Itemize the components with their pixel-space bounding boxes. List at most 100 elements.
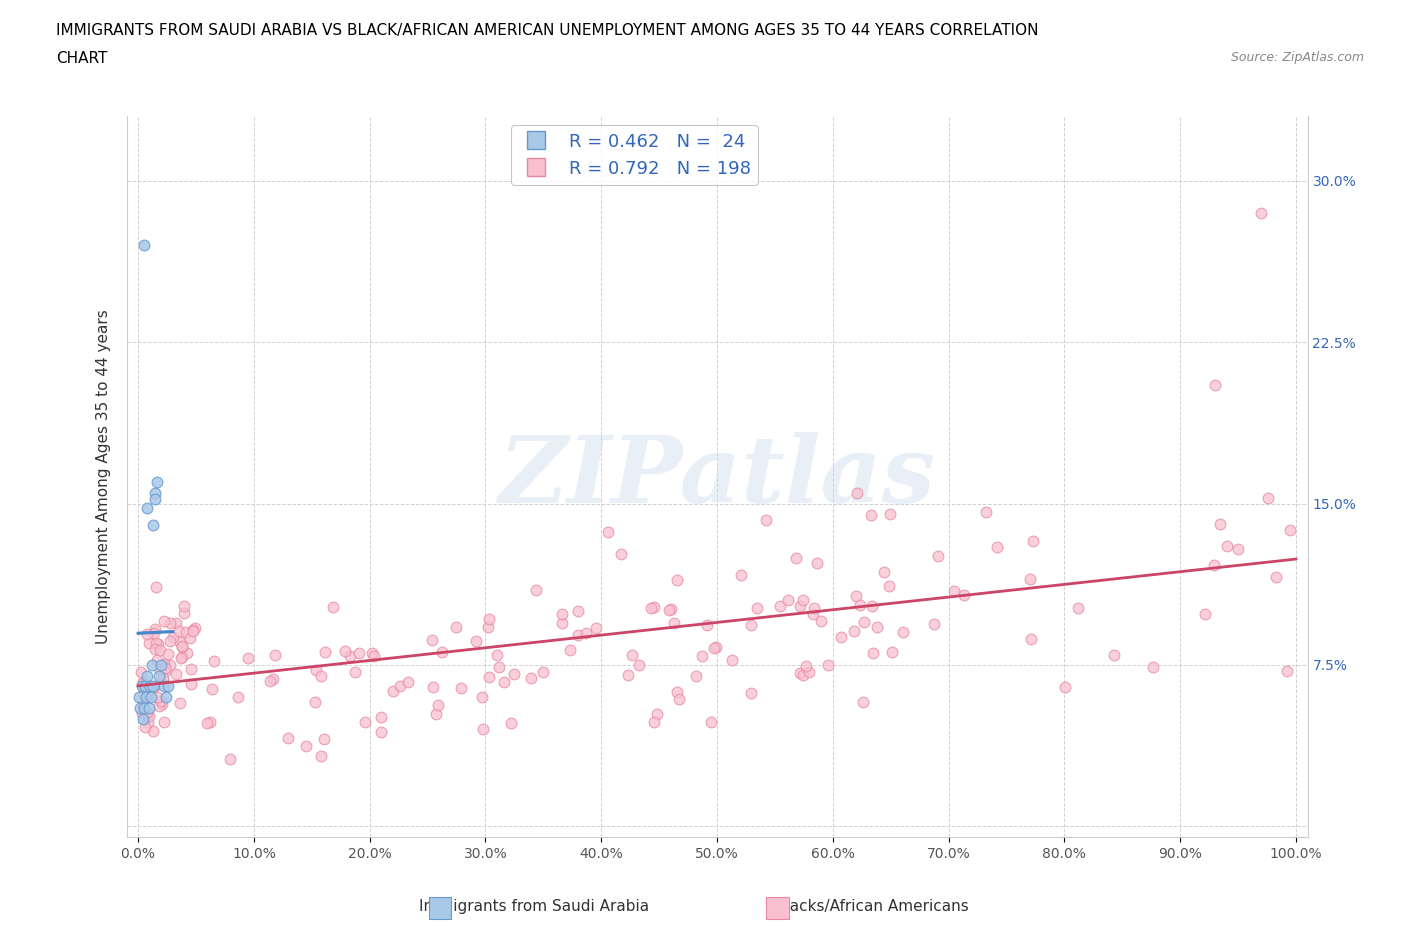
- Point: [471, 689, 494, 704]
- Point: [360, 645, 382, 660]
- Point: [382, 684, 405, 698]
- Point: [305, 663, 328, 678]
- Point: [138, 636, 160, 651]
- Point: [1278, 523, 1301, 538]
- Point: [226, 690, 249, 705]
- Point: [134, 720, 156, 735]
- Point: [145, 485, 167, 500]
- Point: [844, 589, 866, 604]
- Point: [598, 525, 620, 539]
- Point: [136, 715, 159, 730]
- Point: [1019, 571, 1042, 586]
- Point: [198, 714, 221, 729]
- Point: [159, 633, 181, 648]
- Point: [354, 714, 377, 729]
- Point: [567, 628, 589, 643]
- Point: [1102, 648, 1125, 663]
- Point: [794, 659, 817, 674]
- Point: [643, 714, 665, 729]
- Point: [218, 751, 240, 766]
- Point: [1204, 558, 1226, 573]
- Point: [927, 548, 949, 563]
- Point: [700, 714, 723, 729]
- Point: [643, 600, 665, 615]
- Point: [259, 673, 281, 688]
- Point: [526, 582, 548, 597]
- Point: [792, 592, 814, 607]
- Point: [173, 599, 195, 614]
- Y-axis label: Unemployment Among Ages 35 to 44 years: Unemployment Among Ages 35 to 44 years: [96, 310, 111, 644]
- Point: [347, 645, 370, 660]
- Point: [322, 599, 344, 614]
- Point: [873, 565, 896, 579]
- Point: [143, 625, 166, 640]
- Point: [138, 679, 160, 694]
- Point: [148, 699, 170, 714]
- Point: [304, 695, 326, 710]
- Point: [148, 668, 170, 683]
- Point: [730, 567, 752, 582]
- Point: [262, 671, 284, 686]
- Point: [585, 621, 607, 636]
- Point: [159, 658, 181, 672]
- Point: [425, 707, 447, 722]
- Point: [785, 551, 807, 565]
- Point: [627, 658, 650, 672]
- Point: [162, 630, 184, 644]
- Point: [849, 597, 872, 612]
- Point: [311, 669, 333, 684]
- Text: Immigrants from Saudi Arabia: Immigrants from Saudi Arabia: [419, 899, 650, 914]
- Point: [862, 645, 884, 660]
- Point: [165, 667, 187, 682]
- Point: [1216, 538, 1239, 553]
- Point: [755, 513, 778, 528]
- Point: [149, 663, 172, 678]
- Point: [156, 646, 179, 661]
- Point: [844, 624, 866, 639]
- Point: [1257, 491, 1279, 506]
- Point: [668, 692, 690, 707]
- Point: [444, 620, 467, 635]
- Point: [1142, 660, 1164, 675]
- Point: [153, 614, 176, 629]
- Point: [343, 665, 366, 680]
- Point: [1022, 533, 1045, 548]
- Point: [146, 636, 169, 651]
- Point: [1250, 206, 1272, 220]
- Point: [891, 624, 914, 639]
- Point: [370, 710, 392, 724]
- Point: [145, 580, 167, 595]
- Point: [531, 665, 554, 680]
- Point: [142, 518, 165, 533]
- Point: [173, 605, 195, 620]
- Point: [128, 690, 150, 705]
- Text: ZIPatlas: ZIPatlas: [499, 432, 935, 522]
- Point: [135, 627, 157, 642]
- Point: [488, 659, 510, 674]
- Point: [465, 633, 488, 648]
- Point: [202, 653, 225, 668]
- Point: [169, 696, 191, 711]
- Point: [170, 639, 193, 654]
- Point: [138, 700, 160, 715]
- Point: [778, 592, 800, 607]
- Point: [942, 583, 965, 598]
- Point: [183, 620, 205, 635]
- Point: [396, 674, 419, 689]
- Point: [803, 600, 825, 615]
- Point: [180, 677, 202, 692]
- Point: [610, 547, 633, 562]
- Point: [666, 573, 689, 588]
- Point: [142, 679, 165, 694]
- Point: [132, 687, 155, 702]
- Point: [153, 714, 176, 729]
- Point: [560, 643, 582, 658]
- Point: [236, 650, 259, 665]
- Point: [1204, 378, 1226, 392]
- Point: [150, 693, 173, 708]
- Point: [157, 679, 180, 694]
- Point: [567, 604, 589, 618]
- Point: [132, 700, 155, 715]
- Point: [720, 652, 742, 667]
- Point: [132, 238, 155, 253]
